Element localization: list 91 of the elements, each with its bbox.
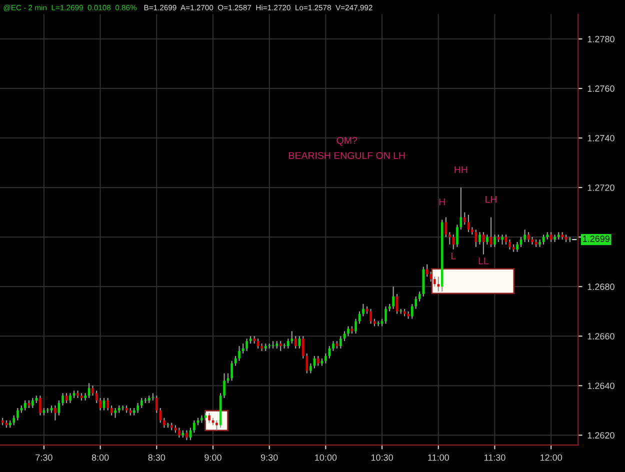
y-tick-label: 1.2680 bbox=[588, 284, 614, 290]
candlestick bbox=[354, 318, 357, 334]
candlestick bbox=[246, 338, 248, 352]
candlestick bbox=[430, 271, 432, 282]
x-tick-label: 8:30 bbox=[148, 454, 166, 461]
candlestick bbox=[310, 362, 312, 374]
candlestick bbox=[501, 234, 504, 246]
candlestick bbox=[230, 360, 233, 382]
candlestick bbox=[69, 392, 72, 404]
x-tick-label: 9:30 bbox=[260, 454, 278, 461]
candlestick bbox=[159, 407, 162, 424]
candlestick bbox=[324, 352, 327, 364]
annotation: LH bbox=[486, 196, 496, 203]
candlestick bbox=[279, 340, 282, 352]
candlestick bbox=[106, 397, 109, 411]
candlestick bbox=[414, 296, 417, 310]
candlestick bbox=[316, 355, 320, 366]
candlestick bbox=[463, 212, 466, 226]
candlestick bbox=[223, 372, 226, 399]
annotation: L bbox=[451, 252, 456, 260]
y-tick-label: 1.2760 bbox=[588, 85, 614, 92]
candlestick bbox=[340, 336, 342, 350]
candlestick bbox=[554, 234, 556, 243]
annotation: HH bbox=[454, 166, 468, 174]
candlestick bbox=[290, 330, 294, 344]
candlestick bbox=[114, 407, 116, 418]
y-tick-label: 1.2720 bbox=[588, 184, 614, 191]
y-tick-label: 1.2740 bbox=[588, 134, 614, 142]
x-tick-label: 7:30 bbox=[36, 454, 52, 461]
candlestick bbox=[516, 241, 518, 252]
candlestick bbox=[186, 430, 188, 441]
x-tick-label: 8:00 bbox=[92, 454, 109, 461]
candlestick bbox=[370, 308, 372, 324]
x-tick-label: 9:00 bbox=[204, 454, 222, 461]
annotation: 1.2699 bbox=[582, 236, 610, 242]
candlestick bbox=[287, 338, 290, 350]
candlestick bbox=[448, 232, 451, 246]
candlestick bbox=[410, 303, 414, 320]
annotation: QM? bbox=[336, 137, 358, 146]
candlestick bbox=[163, 417, 166, 428]
candlestick bbox=[155, 395, 158, 414]
x-tick-label: 12:00 bbox=[540, 454, 562, 461]
candlestick bbox=[178, 427, 180, 438]
x-tick-label: 11:30 bbox=[484, 454, 506, 461]
candlestick bbox=[478, 232, 481, 246]
candlestick bbox=[434, 276, 436, 288]
candlestick bbox=[92, 385, 94, 396]
x-tick-label: 10:00 bbox=[315, 454, 337, 461]
y-tick-label: 1.2780 bbox=[588, 36, 614, 42]
candlestick bbox=[32, 397, 34, 408]
candlestick bbox=[384, 306, 387, 324]
candlestick bbox=[407, 310, 410, 320]
candlestick bbox=[76, 390, 79, 399]
candlestick bbox=[136, 402, 139, 414]
candlestick bbox=[16, 407, 19, 421]
y-tick-label: 1.2640 bbox=[588, 382, 614, 390]
candlestick bbox=[306, 352, 308, 374]
candlestick bbox=[140, 397, 143, 408]
candlestick bbox=[62, 392, 64, 406]
y-tick-label: 1.2620 bbox=[588, 432, 614, 439]
candlestick bbox=[531, 236, 534, 246]
candlestick bbox=[12, 414, 16, 426]
annotation: BEARISH ENGULF ON LH bbox=[289, 152, 405, 159]
candlestick bbox=[332, 340, 334, 352]
candlestick bbox=[456, 224, 458, 248]
annotation: H bbox=[439, 198, 445, 206]
candlestick bbox=[494, 234, 496, 248]
candlestick bbox=[260, 343, 263, 352]
candlestick bbox=[347, 326, 350, 337]
candlestick bbox=[200, 414, 203, 424]
candlestick bbox=[99, 397, 102, 411]
candlestick bbox=[193, 420, 196, 434]
candlestick bbox=[524, 229, 526, 243]
candlestick bbox=[24, 400, 26, 411]
candlestick bbox=[362, 303, 364, 317]
candlestick bbox=[392, 286, 394, 310]
candlestick bbox=[238, 345, 240, 362]
candlestick bbox=[54, 404, 56, 421]
y-tick-label: 1.2660 bbox=[588, 333, 614, 340]
candlestick bbox=[452, 234, 455, 250]
candlestick bbox=[426, 264, 428, 278]
x-tick-label: 11:00 bbox=[428, 454, 449, 461]
candlestick bbox=[302, 336, 304, 359]
candlestick bbox=[208, 412, 210, 424]
candlestick bbox=[508, 238, 511, 250]
candlestick bbox=[39, 395, 42, 416]
candlestick bbox=[437, 276, 440, 292]
candlestick bbox=[486, 234, 488, 246]
x-tick-label: 10:30 bbox=[371, 454, 393, 461]
candlestick bbox=[216, 420, 218, 431]
annotation: LL bbox=[478, 258, 489, 264]
